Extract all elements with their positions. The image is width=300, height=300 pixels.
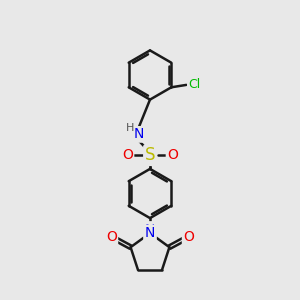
Text: N: N (145, 223, 155, 236)
Text: O: O (122, 148, 133, 162)
Text: S: S (145, 146, 155, 164)
Text: O: O (183, 230, 194, 244)
Text: N: N (145, 226, 155, 240)
Text: O: O (167, 148, 178, 162)
Text: N: N (145, 226, 155, 240)
Text: H: H (125, 123, 134, 133)
Text: Cl: Cl (188, 78, 200, 92)
Text: N: N (134, 128, 144, 141)
Text: O: O (106, 230, 117, 244)
